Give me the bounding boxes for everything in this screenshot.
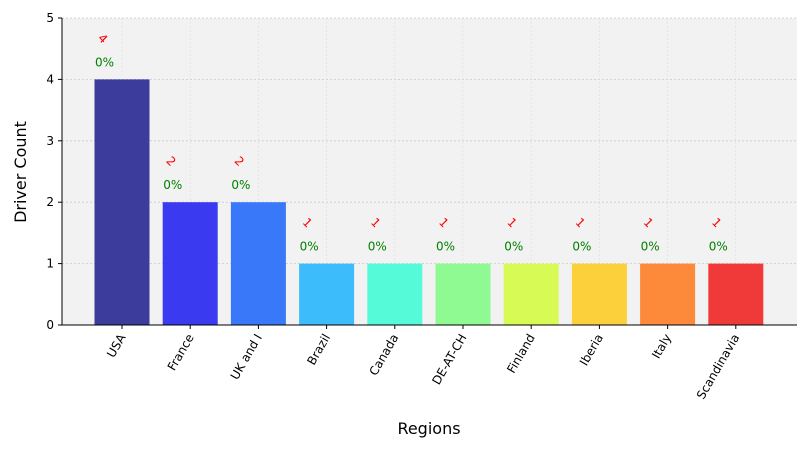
bar (435, 263, 491, 325)
y-ticks: 0 1 2 3 4 5 (46, 11, 62, 332)
x-tick-label: Finland (504, 332, 538, 376)
x-ticks: USA France UK and I Brazil Canada DE-AT-CH Fin… (104, 325, 742, 402)
bars (94, 79, 764, 326)
x-tick-label: Italy (649, 332, 674, 362)
y-tick-label: 5 (46, 11, 54, 25)
bar (162, 202, 218, 325)
x-tick-label: France (165, 332, 197, 374)
bar-percent-label: 0% (572, 240, 591, 254)
x-tick-label: UK and I (228, 332, 265, 383)
y-tick-label: 2 (46, 195, 54, 209)
bar (571, 263, 627, 325)
bar (367, 263, 423, 325)
y-tick-label: 4 (46, 72, 54, 86)
bar-percent-label: 0% (709, 240, 728, 254)
bar (299, 263, 355, 325)
bar-percent-label: 0% (95, 55, 114, 69)
x-tick-label: Canada (366, 332, 401, 379)
y-tick-label: 1 (46, 257, 54, 271)
x-tick-label: Iberia (577, 332, 606, 369)
x-tick-label: Scandinavia (694, 332, 743, 402)
y-axis-title: Driver Count (11, 121, 30, 223)
bar-percent-label: 0% (300, 240, 319, 254)
bar (503, 263, 559, 325)
y-tick-label: 3 (46, 134, 54, 148)
y-tick-label: 0 (46, 318, 54, 332)
bar-percent-label: 0% (163, 178, 182, 192)
bar-percent-label: 0% (368, 240, 387, 254)
bar-percent-label: 0% (641, 240, 660, 254)
bar-percent-label: 0% (436, 240, 455, 254)
bar-percent-label: 0% (231, 178, 250, 192)
bar (94, 79, 150, 326)
x-tick-label: USA (104, 331, 129, 360)
bar-percent-label: 0% (504, 240, 523, 254)
bar (708, 263, 764, 325)
x-tick-label: DE-AT-CH (429, 332, 469, 388)
x-tick-label: Brazil (304, 332, 333, 368)
x-axis-title: Regions (397, 419, 460, 438)
bar (640, 263, 696, 325)
bar (230, 202, 286, 325)
